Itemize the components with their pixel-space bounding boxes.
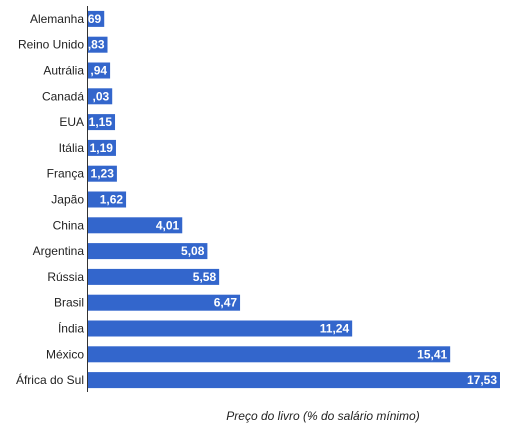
value-labels-group: ,69 ,83 ,94 ,03 1,15 1,19 1,23 1,62 4,015,08 5,58… (85, 12, 498, 387)
bar-reino-unido (88, 36, 108, 53)
category-labels-group: Alemanha Reino Unido Autrália Canadá EUA Itál… (16, 12, 84, 387)
category-label-brasil: Brasil (54, 296, 84, 310)
category-label-franca: França (47, 167, 85, 181)
value-label-mexico: 15,41 (417, 347, 447, 361)
bar-russia (88, 268, 220, 285)
bar-china (88, 217, 183, 234)
value-label-autralia: ,94 (90, 64, 107, 78)
bar-argentina (88, 243, 208, 260)
category-label-mexico: México (46, 347, 84, 361)
value-label-eua: 1,15 (89, 115, 113, 129)
value-label-alemanha: ,69 (85, 12, 102, 26)
category-label-alemanha: Alemanha (30, 12, 84, 26)
value-label-italia: 1,19 (90, 141, 114, 155)
value-label-india: 11,24 (320, 322, 350, 336)
bar-japao (88, 191, 127, 208)
bar-franca (88, 165, 117, 182)
value-label-canada: ,03 (93, 89, 110, 103)
bar-mexico (88, 346, 451, 363)
category-label-russia: Rússia (47, 270, 84, 284)
category-label-india: Índia (58, 321, 84, 336)
category-label-reino-unido: Reino Unido (18, 38, 84, 52)
value-label-africa-do-sul: 17,53 (467, 373, 497, 387)
value-label-brasil: 6,47 (214, 296, 238, 310)
bar-india (88, 320, 353, 337)
category-label-autralia: Autrália (43, 64, 84, 78)
value-label-russia: 5,58 (193, 270, 217, 284)
value-label-reino-unido: ,83 (88, 38, 105, 52)
category-label-africa-do-sul: África do Sul (16, 372, 84, 387)
category-label-canada: Canadá (42, 89, 84, 103)
bar-eua (88, 114, 116, 131)
category-label-italia: Itália (59, 141, 85, 155)
category-label-argentina: Argentina (33, 244, 85, 258)
value-label-franca: 1,23 (91, 167, 115, 181)
value-label-argentina: 5,08 (181, 244, 205, 258)
bar-canada (88, 88, 113, 105)
bar-africa-do-sul (88, 372, 500, 389)
bar-italia (88, 139, 116, 156)
value-label-japao: 1,62 (100, 193, 124, 207)
category-label-china: China (53, 218, 85, 232)
category-label-japao: Japão (51, 193, 84, 207)
bar-autralia (88, 62, 111, 79)
x-axis-title: Preço do livro (% do salário mínimo) (226, 409, 419, 423)
value-label-china: 4,01 (156, 218, 180, 232)
category-label-eua: EUA (59, 115, 84, 129)
bar-brasil (88, 294, 241, 311)
bar-alemanha (88, 10, 105, 27)
bars-group (88, 10, 500, 389)
